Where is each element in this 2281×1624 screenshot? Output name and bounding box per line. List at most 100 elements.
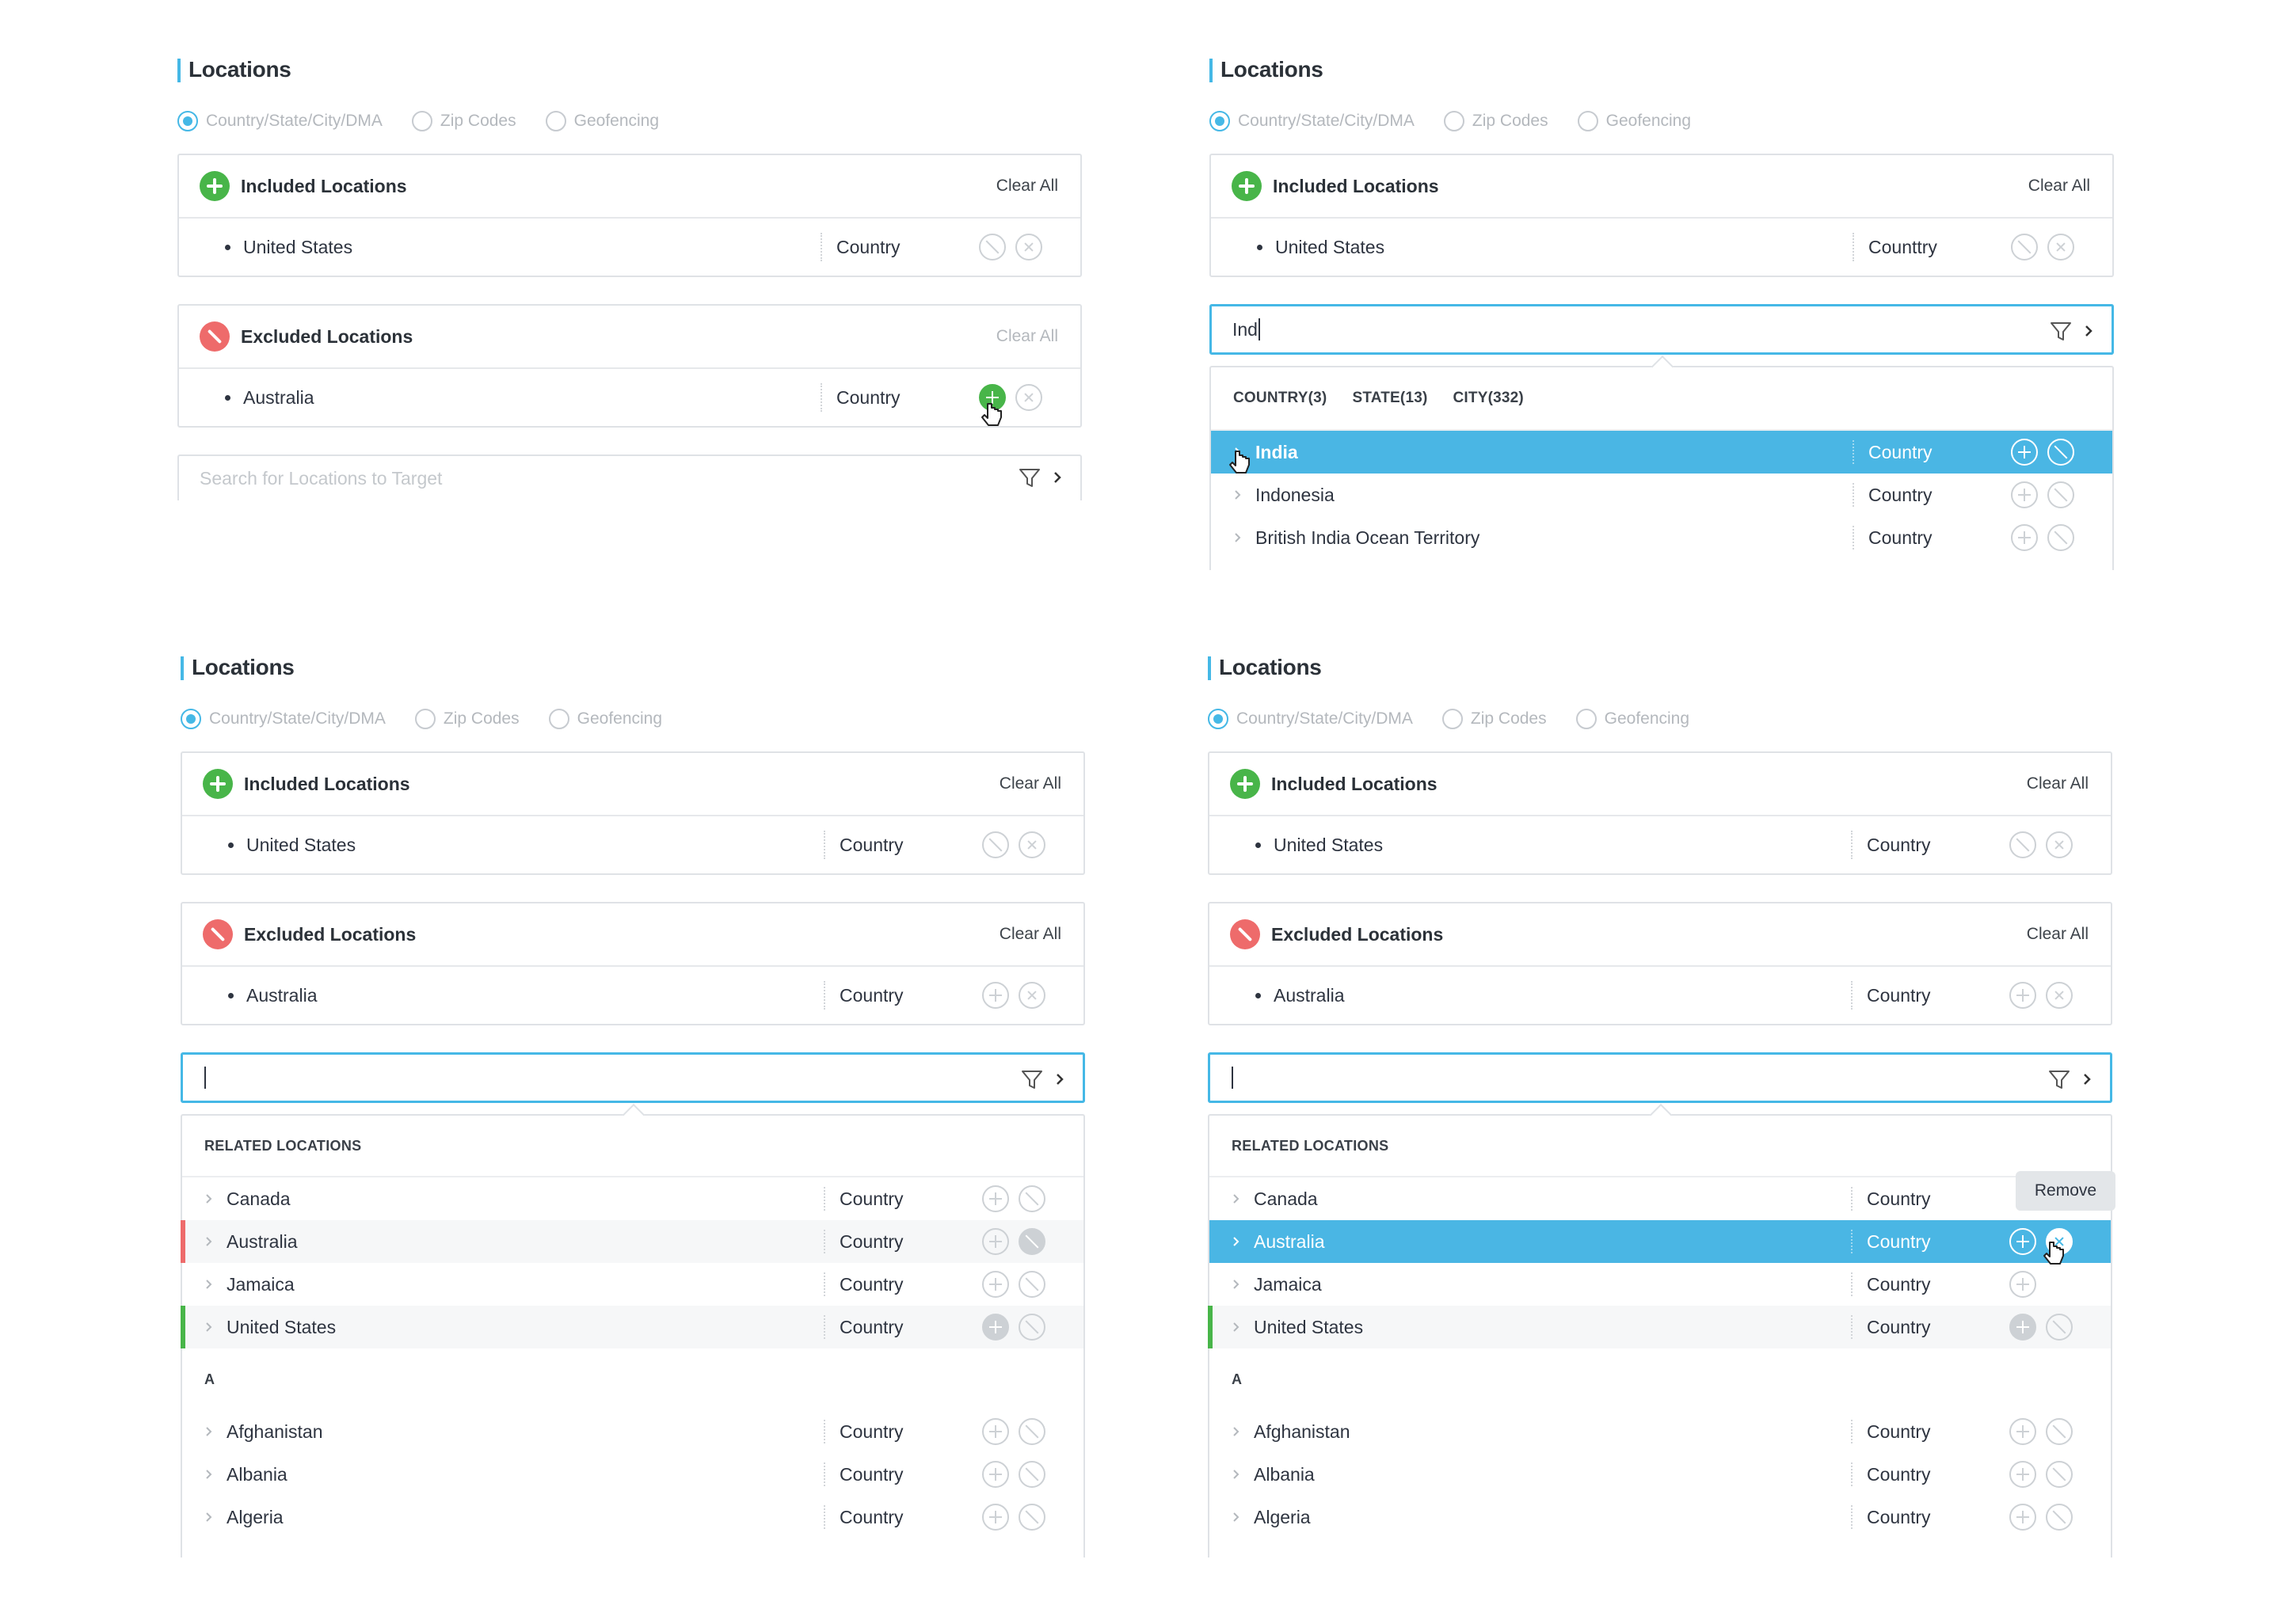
include-plus-icon[interactable] <box>982 1271 1009 1298</box>
chevron-right-icon[interactable] <box>204 1192 214 1205</box>
include-plus-icon[interactable] <box>982 1228 1009 1255</box>
list-item[interactable]: Indonesia Country <box>1211 474 2112 516</box>
exclude-ban-icon[interactable] <box>982 831 1009 858</box>
remove-close-icon[interactable] <box>1015 234 1042 261</box>
chevron-right-icon[interactable] <box>1233 531 1243 544</box>
include-plus-icon[interactable] <box>2011 481 2038 508</box>
filter-icon[interactable] <box>1019 467 1041 489</box>
include-plus-icon[interactable] <box>982 1461 1009 1488</box>
radio-zip-codes[interactable]: Zip Codes <box>414 707 520 731</box>
tab-city[interactable]: CITY(332) <box>1453 390 1524 406</box>
chevron-right-icon[interactable] <box>1233 489 1243 501</box>
chevron-right-icon[interactable] <box>1232 1235 1241 1248</box>
chevron-right-icon[interactable] <box>204 1278 214 1291</box>
chevron-right-icon[interactable] <box>1232 1278 1241 1291</box>
chevron-right-icon[interactable] <box>1232 1511 1241 1523</box>
include-plus-icon[interactable] <box>982 1504 1009 1531</box>
remove-close-icon[interactable] <box>2047 234 2074 261</box>
include-plus-icon[interactable] <box>2011 524 2038 551</box>
include-plus-icon[interactable] <box>2009 1461 2036 1488</box>
exclude-ban-icon[interactable] <box>2046 1418 2073 1445</box>
clear-all-button[interactable]: Clear All <box>999 925 1061 943</box>
list-item[interactable]: Algeria Country <box>182 1496 1083 1538</box>
include-plus-icon[interactable] <box>982 1314 1009 1341</box>
include-plus-icon[interactable] <box>982 1185 1009 1212</box>
remove-close-icon[interactable] <box>1019 982 1045 1009</box>
radio-geofencing[interactable]: Geofencing <box>548 707 662 731</box>
include-plus-icon[interactable] <box>2011 439 2038 466</box>
filter-icon[interactable] <box>2050 321 2072 343</box>
exclude-ban-icon[interactable] <box>2011 234 2038 261</box>
list-item[interactable]: Canada Country <box>1209 1177 2111 1220</box>
exclude-ban-icon[interactable] <box>2046 1314 2073 1341</box>
radio-geofencing[interactable]: Geofencing <box>545 109 659 133</box>
include-plus-icon[interactable] <box>2009 1228 2036 1255</box>
clear-all-button[interactable]: Clear All <box>996 327 1058 345</box>
chevron-right-icon[interactable] <box>2078 1071 2096 1088</box>
list-item[interactable]: Afghanistan Country <box>1209 1410 2111 1453</box>
chevron-right-icon[interactable] <box>2080 322 2097 340</box>
filter-icon[interactable] <box>1021 1069 1043 1091</box>
exclude-ban-icon[interactable] <box>2047 439 2074 466</box>
remove-close-icon[interactable] <box>1015 384 1042 411</box>
chevron-right-icon[interactable] <box>1232 1321 1241 1333</box>
tab-state[interactable]: STATE(13) <box>1352 390 1428 406</box>
exclude-ban-icon[interactable] <box>2046 1461 2073 1488</box>
include-plus-icon[interactable] <box>2009 982 2036 1009</box>
list-item[interactable]: Albania Country <box>182 1453 1083 1496</box>
chevron-right-icon[interactable] <box>204 1321 214 1333</box>
list-item[interactable]: Canada Country <box>182 1177 1083 1220</box>
exclude-ban-icon[interactable] <box>1019 1461 1045 1488</box>
chevron-right-icon[interactable] <box>1051 1071 1068 1088</box>
chevron-right-icon[interactable] <box>204 1235 214 1248</box>
list-item[interactable]: Afghanistan Country <box>182 1410 1083 1453</box>
exclude-ban-icon[interactable] <box>1019 1418 1045 1445</box>
search-input[interactable]: Ind <box>1209 304 2114 355</box>
search-input[interactable]: Search for Locations to Target <box>177 454 1082 500</box>
radio-country-state-city[interactable]: Country/State/City/DMA <box>177 109 383 133</box>
radio-geofencing[interactable]: Geofencing <box>1575 707 1689 731</box>
search-input[interactable] <box>181 1052 1085 1103</box>
list-item[interactable]: Algeria Country <box>1209 1496 2111 1538</box>
include-plus-icon[interactable] <box>982 982 1009 1009</box>
exclude-ban-icon[interactable] <box>1019 1228 1045 1255</box>
include-plus-icon[interactable] <box>2009 1504 2036 1531</box>
exclude-ban-icon[interactable] <box>1019 1314 1045 1341</box>
tab-country[interactable]: COUNTRY(3) <box>1233 390 1327 406</box>
remove-close-icon[interactable] <box>1019 831 1045 858</box>
exclude-ban-icon[interactable] <box>979 234 1006 261</box>
radio-zip-codes[interactable]: Zip Codes <box>1441 707 1547 731</box>
exclude-ban-icon[interactable] <box>1019 1504 1045 1531</box>
chevron-right-icon[interactable] <box>1232 1425 1241 1438</box>
include-plus-icon[interactable] <box>2009 1418 2036 1445</box>
chevron-right-icon[interactable] <box>1232 1468 1241 1481</box>
exclude-ban-icon[interactable] <box>2046 1504 2073 1531</box>
exclude-ban-icon[interactable] <box>1019 1271 1045 1298</box>
chevron-right-icon[interactable] <box>204 1425 214 1438</box>
filter-icon[interactable] <box>2048 1069 2070 1091</box>
radio-zip-codes[interactable]: Zip Codes <box>411 109 516 133</box>
remove-close-icon[interactable] <box>2046 982 2073 1009</box>
include-plus-icon[interactable] <box>2009 1271 2036 1298</box>
list-item[interactable]: British India Ocean Territory Country <box>1211 516 2112 559</box>
include-plus-icon[interactable] <box>2009 1314 2036 1341</box>
radio-zip-codes[interactable]: Zip Codes <box>1443 109 1548 133</box>
list-item[interactable]: India Country <box>1211 431 2112 474</box>
list-item-excluded[interactable]: Australia Country <box>181 1220 1083 1263</box>
chevron-right-icon[interactable] <box>204 1468 214 1481</box>
chevron-right-icon[interactable] <box>1049 469 1066 486</box>
list-item-included[interactable]: United States Country <box>181 1306 1083 1348</box>
chevron-right-icon[interactable] <box>204 1511 214 1523</box>
clear-all-button[interactable]: Clear All <box>2028 177 2090 195</box>
list-item-included[interactable]: United States Country <box>1208 1306 2111 1348</box>
list-item[interactable]: Jamaica Country <box>182 1263 1083 1306</box>
include-plus-icon[interactable] <box>982 1418 1009 1445</box>
chevron-right-icon[interactable] <box>1232 1192 1241 1205</box>
radio-country-state-city[interactable]: Country/State/City/DMA <box>1209 109 1415 133</box>
clear-all-button[interactable]: Clear All <box>996 177 1058 195</box>
list-item[interactable]: Jamaica Country <box>1209 1263 2111 1306</box>
radio-country-state-city[interactable]: Country/State/City/DMA <box>1208 707 1413 731</box>
radio-geofencing[interactable]: Geofencing <box>1577 109 1691 133</box>
exclude-ban-icon[interactable] <box>2009 831 2036 858</box>
exclude-ban-icon[interactable] <box>1019 1185 1045 1212</box>
